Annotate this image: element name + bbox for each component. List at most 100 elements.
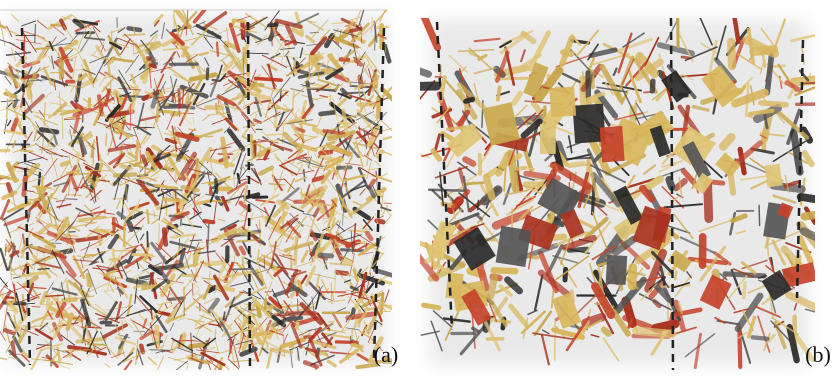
fiber [520,310,546,335]
fiber [123,359,133,370]
fiber [312,207,321,218]
fiber [202,218,216,225]
fiber [292,12,320,27]
fiber [298,329,312,336]
fiber [272,286,296,298]
fiber [188,128,197,132]
fiber [177,247,205,256]
fiber [357,311,368,324]
fiber [649,78,656,94]
fiber [338,57,351,62]
fiber [679,34,694,63]
fiber [164,132,181,138]
fiber [114,269,132,281]
fiber [263,256,266,270]
fiber [482,102,520,146]
fiber [306,192,325,214]
fiber [471,326,481,334]
fiber [353,10,362,29]
fiber [173,87,189,99]
fiber [517,174,535,181]
fiber [178,238,181,256]
fiber [324,175,342,199]
fiber [349,184,367,192]
fiber [58,277,68,290]
fiber [115,336,137,346]
fiber [736,229,747,235]
fiber [365,282,375,294]
fiber [149,349,170,351]
fiber [153,169,159,175]
fiber [622,32,645,48]
fiber [77,22,89,50]
fiber [195,159,217,178]
fiber [116,211,131,224]
fiber [129,201,150,211]
fiber [266,349,273,369]
fiber [335,307,347,313]
fiber [107,109,135,119]
fiber [518,205,534,221]
fiber [83,170,93,179]
fiber [238,178,247,182]
fiber [458,192,491,218]
fiber [119,94,145,99]
fiber [7,242,15,253]
fiber [644,175,664,191]
fiber [51,249,65,274]
fiber [223,262,235,283]
fiber [171,340,181,354]
fiber [287,311,304,315]
fiber [777,111,810,140]
fiber [734,292,764,333]
fiber [525,186,547,196]
fiber [346,134,365,158]
panel-label: (b) [805,342,831,367]
fiber [280,187,300,204]
fiber [440,130,456,142]
fiber [358,51,366,63]
fiber [534,66,564,103]
fiber [27,282,35,296]
fiber [167,356,189,364]
fiber [264,89,274,119]
fiber [135,139,140,160]
fiber [661,70,692,103]
fiber [297,298,299,313]
fiber [41,302,66,306]
fiber [250,270,264,283]
fiber [340,196,345,210]
fiber [239,215,264,222]
fiber [362,273,366,291]
fiber [135,125,152,136]
fiber [162,85,179,91]
fiber [378,310,391,313]
fiber [204,104,225,111]
fiber [340,234,362,242]
fiber [56,203,72,208]
fiber [157,301,173,306]
fiber [48,212,53,226]
fiber [283,300,295,315]
fiber [44,359,73,365]
fiber [234,77,248,99]
fiber [354,298,366,314]
fiber [770,320,791,342]
fiber [83,30,89,39]
fiber [693,332,702,370]
fiber [245,13,267,28]
fiber [176,150,190,157]
fiber [131,253,154,257]
fiber [197,250,216,255]
fiber [653,283,672,303]
fiber [420,330,440,336]
fiber [106,271,114,291]
fiber [210,76,228,85]
fiber [161,255,165,274]
fiber [139,173,157,182]
fiber [342,20,355,37]
fiber [227,181,248,195]
fiber [374,274,390,284]
fiber [241,22,248,40]
fiber [316,205,335,221]
